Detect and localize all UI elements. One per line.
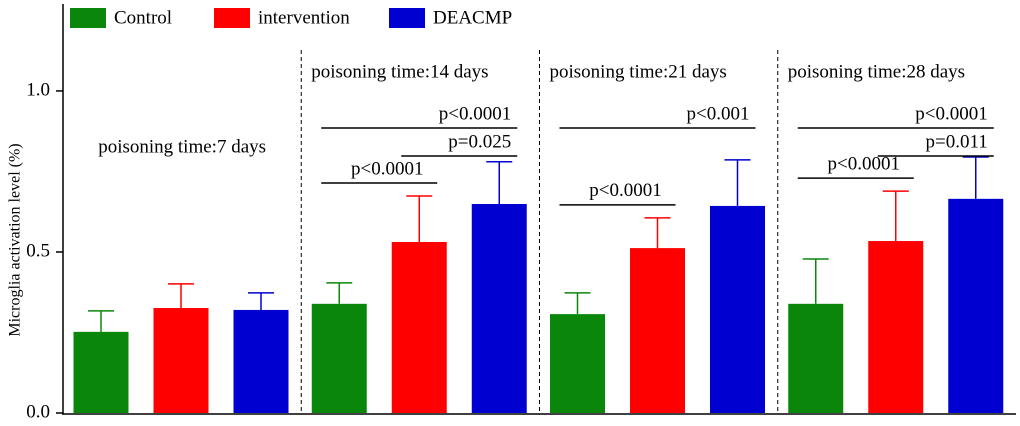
category-label: poisoning time:28 days — [788, 61, 965, 82]
bar — [788, 303, 844, 413]
bar — [868, 241, 924, 413]
y-tick-label: 1.0 — [26, 79, 50, 100]
legend-label: Control — [114, 7, 172, 28]
y-tick-label: 0.0 — [26, 401, 50, 422]
bar — [948, 198, 1004, 413]
significance-label: p<0.0001 — [351, 158, 423, 179]
category-label: poisoning time:7 days — [98, 136, 266, 157]
bar — [630, 248, 685, 413]
category-label: poisoning time:21 days — [550, 61, 727, 82]
significance-label: p=0.011 — [925, 131, 987, 152]
y-tick-label: 0.5 — [26, 240, 50, 261]
legend-label: DEACMP — [433, 7, 512, 28]
bar — [471, 203, 527, 413]
bar — [710, 205, 765, 413]
legend-swatch — [214, 8, 250, 28]
bar — [73, 331, 129, 413]
y-axis-label: Microglia activation level (%) — [7, 143, 24, 336]
significance-label: p<0.0001 — [915, 103, 987, 124]
significance-label: p<0.001 — [687, 103, 750, 124]
significance-label: p<0.0001 — [439, 103, 511, 124]
bar — [311, 303, 367, 413]
significance-label: p<0.0001 — [589, 180, 661, 201]
bar — [550, 314, 605, 413]
bar — [153, 308, 209, 413]
legend-swatch — [70, 8, 106, 28]
bar — [233, 309, 289, 413]
legend-swatch — [389, 8, 425, 28]
significance-label: p=0.025 — [448, 131, 511, 152]
category-label: poisoning time:14 days — [311, 61, 488, 82]
bar — [391, 241, 447, 413]
significance-label: p<0.0001 — [828, 153, 900, 174]
legend-label: intervention — [258, 7, 350, 28]
